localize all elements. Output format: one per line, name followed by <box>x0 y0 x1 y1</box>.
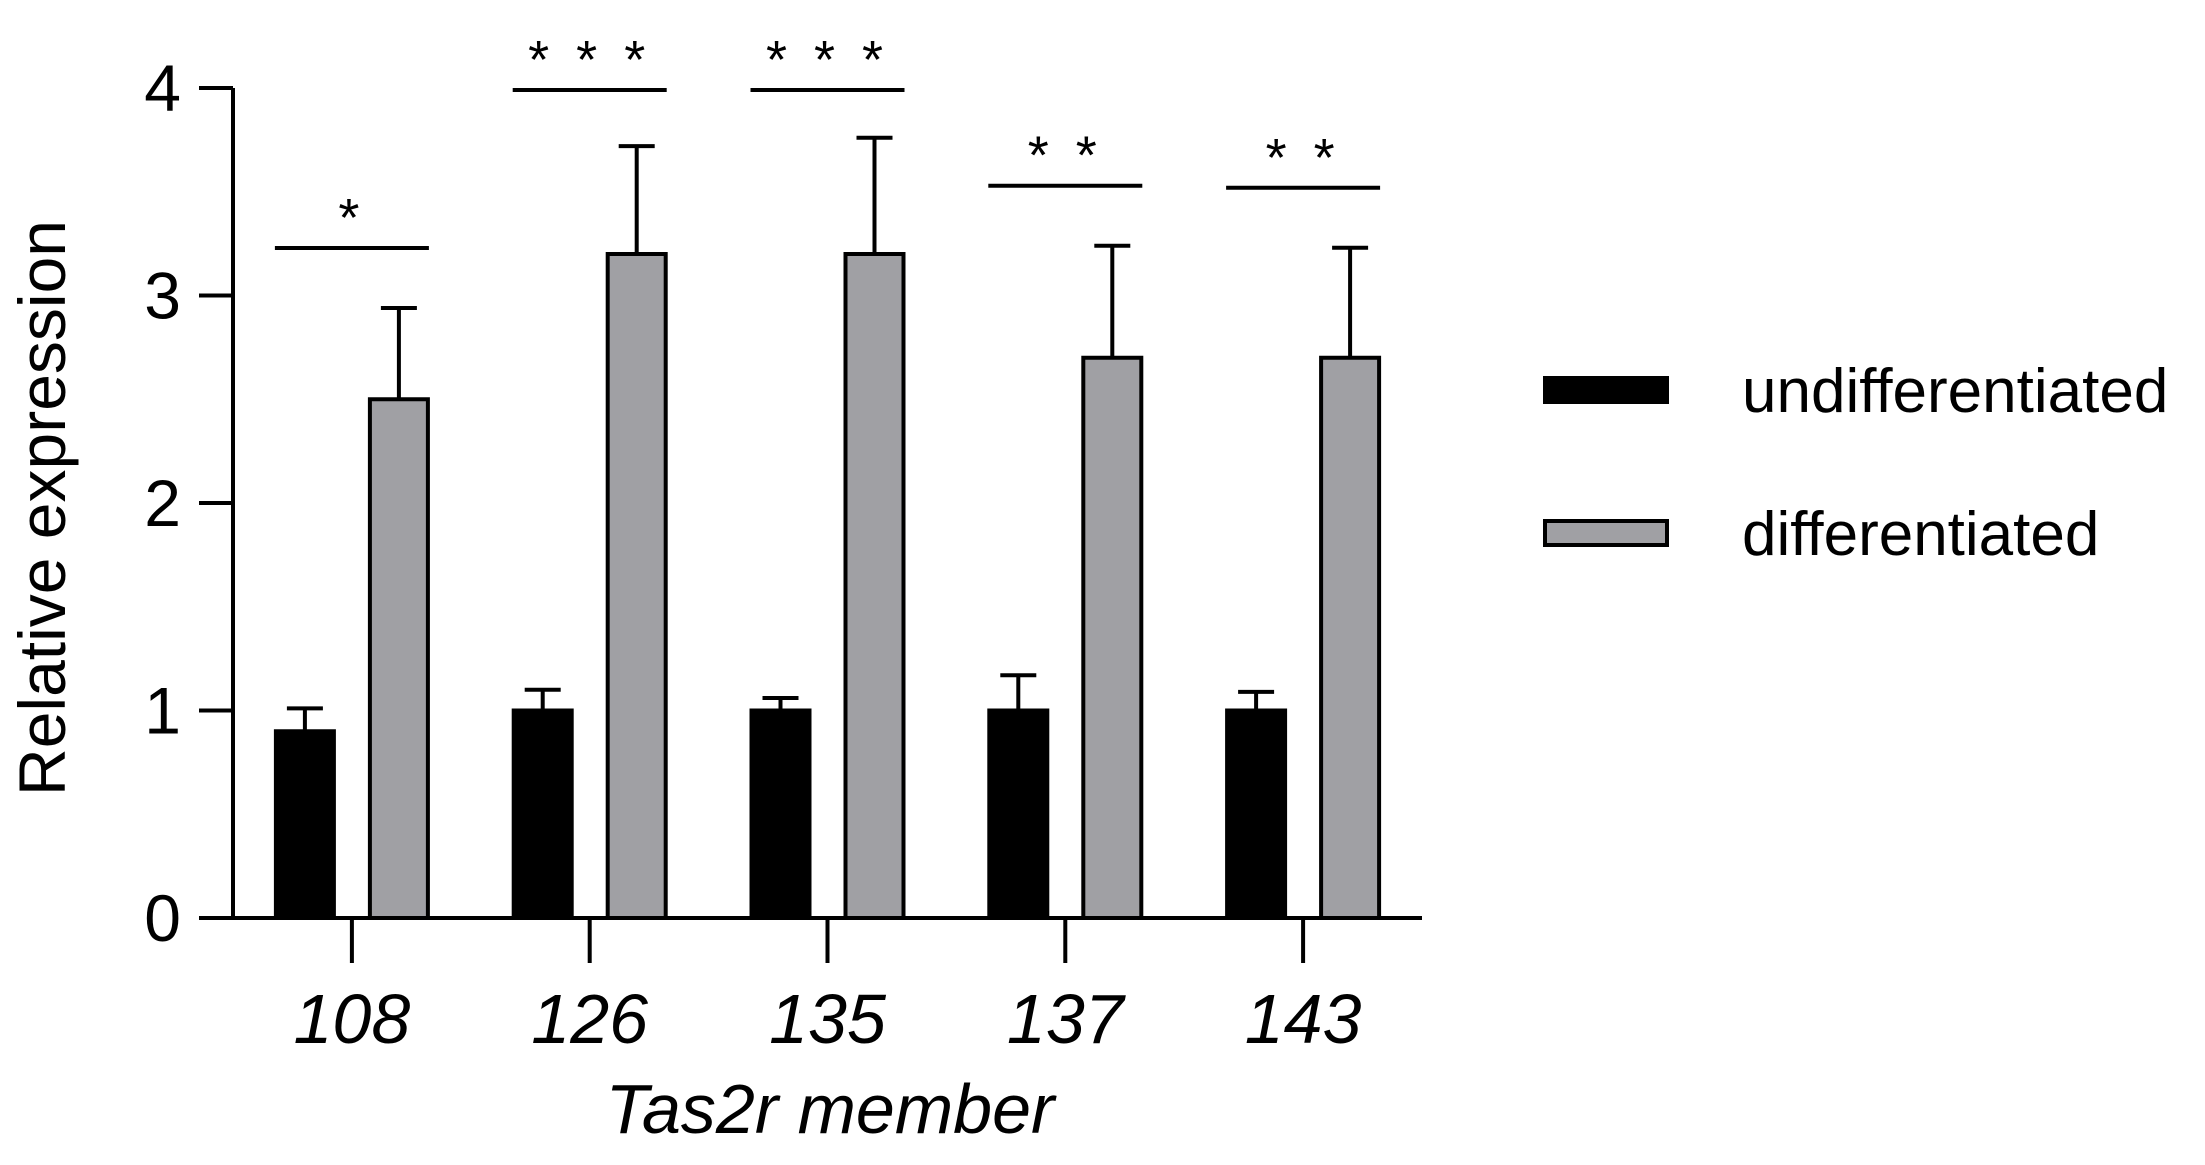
bar-undifferentiated-137 <box>987 708 1050 920</box>
legend-swatch-differentiated <box>1543 519 1669 547</box>
y-axis-title: Relative expression <box>5 220 79 796</box>
bar-undifferentiated-126 <box>511 708 574 920</box>
x-tick-label: 137 <box>1007 980 1127 1058</box>
x-tick-label: 126 <box>531 980 648 1058</box>
bar-differentiated-137 <box>1081 355 1144 920</box>
legend-swatch-undifferentiated <box>1543 376 1669 404</box>
bar-differentiated-126 <box>605 252 668 920</box>
significance-label-143: * * <box>1266 128 1341 188</box>
bar-undifferentiated-108 <box>273 729 336 920</box>
x-ticks: 108 126 135 137 143 <box>294 918 1362 1058</box>
legend-label-undifferentiated: undifferentiated <box>1742 357 2168 426</box>
y-tick-label: 0 <box>144 881 181 955</box>
y-tick-label: 2 <box>144 466 181 540</box>
significance-label-108: * <box>338 188 365 248</box>
bar-undifferentiated-143 <box>1225 708 1288 920</box>
y-ticks: 0 1 2 3 4 <box>144 51 233 955</box>
x-tick-label: 135 <box>769 980 887 1058</box>
bar-differentiated-143 <box>1319 355 1382 920</box>
bars <box>273 135 1382 920</box>
significance-label-126: * * * <box>528 30 651 90</box>
y-tick-label: 4 <box>144 51 181 125</box>
x-tick-label: 143 <box>1245 980 1362 1058</box>
x-tick-label: 108 <box>294 980 411 1058</box>
significance-markers: * * * * * * * * * * * <box>274 30 1381 250</box>
y-tick-label: 1 <box>144 674 181 748</box>
legend: undifferentiated differentiated <box>1543 357 2168 569</box>
bar-differentiated-108 <box>367 397 430 920</box>
legend-label-differentiated: differentiated <box>1742 500 2099 569</box>
bar-differentiated-135 <box>843 252 906 920</box>
y-tick-label: 3 <box>144 259 181 333</box>
significance-label-135: * * * <box>766 30 889 90</box>
bar-undifferentiated-135 <box>749 708 812 920</box>
x-axis-title: Tas2r member <box>606 1070 1057 1148</box>
significance-label-137: * * <box>1028 126 1103 186</box>
